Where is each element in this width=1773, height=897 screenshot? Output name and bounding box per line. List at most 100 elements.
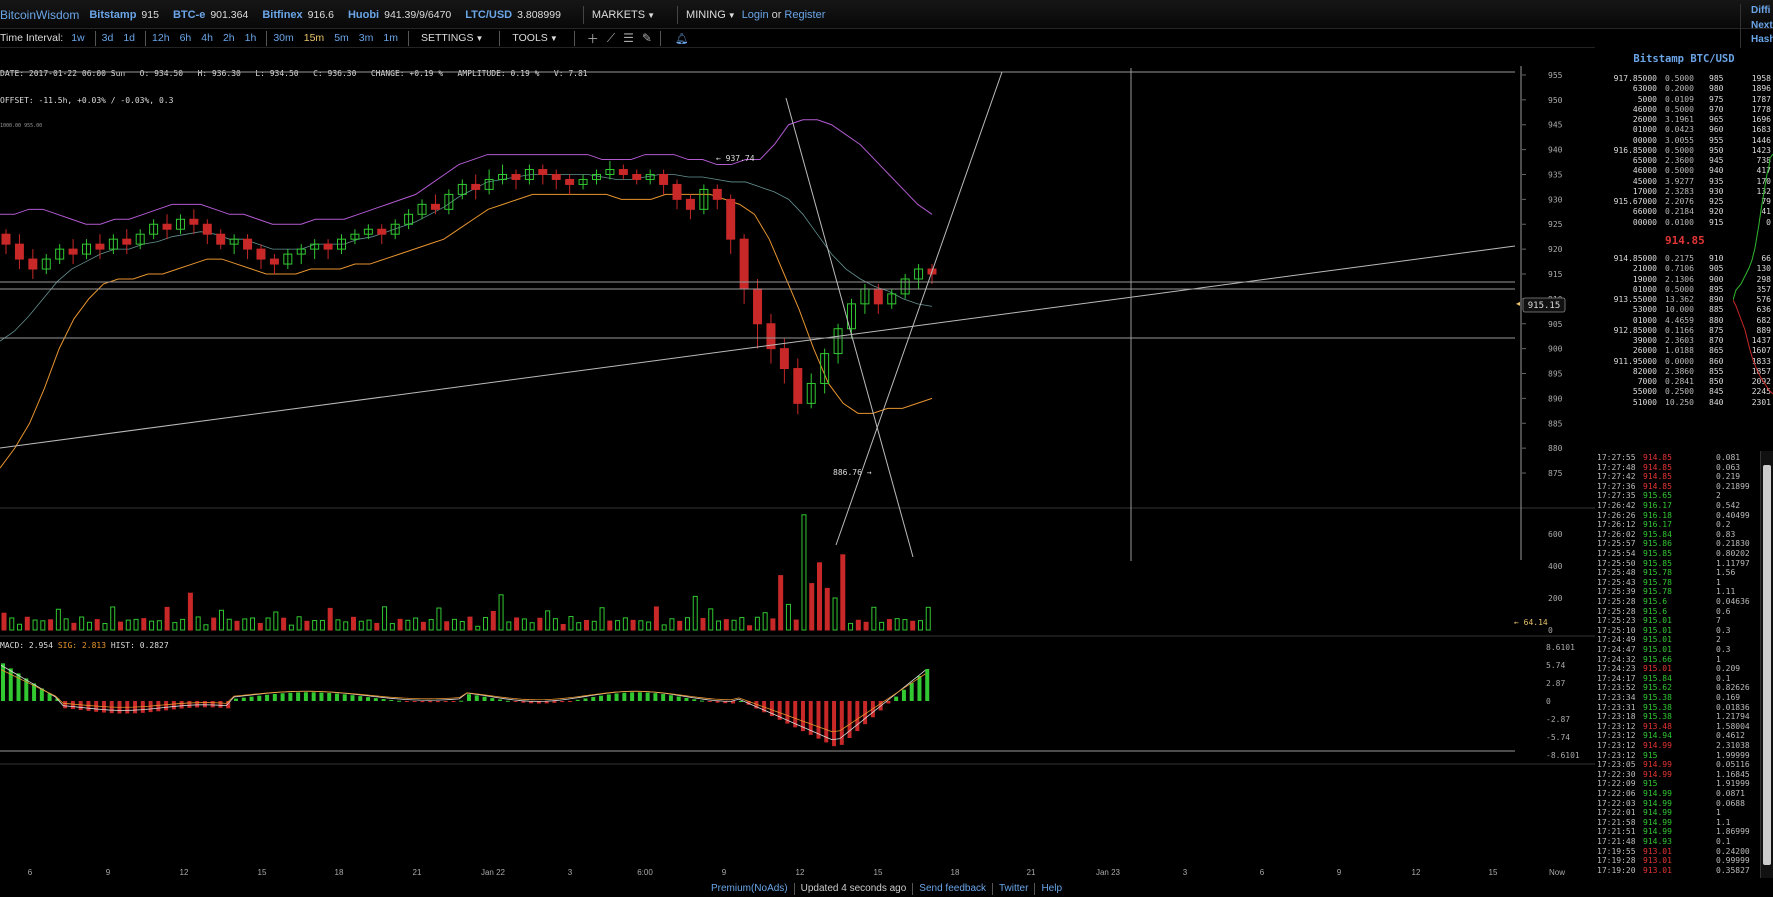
interval-2h[interactable]: 2h: [222, 32, 235, 44]
amount-cell: 0.5000: [1665, 104, 1694, 114]
trade-time: 17:25:10: [1597, 625, 1636, 635]
depth-price-cell: 980: [1709, 84, 1724, 94]
premium-link[interactable]: Premium(NoAds): [710, 883, 788, 894]
interval-1m[interactable]: 1m: [383, 32, 398, 44]
trade-amount: 0.0688: [1716, 798, 1745, 808]
register-link[interactable]: Register: [784, 9, 826, 21]
horizontal-lines-icon[interactable]: ☰: [623, 31, 634, 45]
volume-bar: [40, 620, 46, 631]
macd-histogram-bar: [707, 701, 712, 702]
trade-time: 17:19:28: [1597, 856, 1636, 866]
candle-body: [363, 228, 373, 235]
draw-line-icon[interactable]: ⟋: [606, 30, 616, 45]
exchange-ltcusd-link[interactable]: LTC/USD: [465, 9, 513, 21]
volume-bar: [319, 619, 325, 631]
interval-15m[interactable]: 15m: [303, 32, 325, 44]
trade-time: 17:24:23: [1597, 664, 1636, 674]
macd-histogram-bar: [39, 688, 44, 701]
volume-bar: [1, 612, 7, 631]
trend-line[interactable]: [0, 245, 1516, 449]
trade-amount: 1: [1716, 577, 1721, 587]
trend-line[interactable]: [835, 71, 1003, 546]
amount-cell: 0.2184: [1665, 207, 1694, 217]
amount-cell: 2.2076: [1665, 197, 1694, 206]
depth-price-cell: 940: [1709, 166, 1724, 176]
price-cell: 00000: [1632, 217, 1657, 227]
eraser-icon[interactable]: ✎: [641, 31, 652, 45]
price-cell: 915.67000: [1613, 197, 1657, 206]
price-cell: 917.85000: [1613, 74, 1657, 83]
crosshair-icon[interactable]: ＋: [586, 31, 599, 46]
macd-histogram-bar: [148, 701, 153, 713]
volume-bar: [514, 617, 520, 631]
trade-row: 17:24:49 915.01 2: [1597, 635, 1757, 645]
trade-amount: 0.24200: [1716, 846, 1750, 856]
interval-4h[interactable]: 4h: [201, 32, 213, 44]
amount-cell: 3.1961: [1665, 115, 1694, 124]
markets-menu[interactable]: MARKETS ▼: [592, 9, 655, 21]
depth-total-cell: 130: [1756, 264, 1771, 274]
trade-history-scrollbar[interactable]: [1760, 451, 1773, 878]
exchange-btce-link[interactable]: BTC-e: [172, 9, 206, 21]
interval-30m[interactable]: 30m: [273, 32, 294, 44]
exchange-bitfinex-link[interactable]: Bitfinex: [262, 9, 303, 21]
macd-histogram-bar: [661, 694, 666, 701]
price-chart[interactable]: 9559509459409359309259209159109059008958…: [0, 48, 1595, 880]
volume-bar: [855, 619, 861, 631]
trade-price: 915: [1643, 750, 1658, 760]
settings-menu[interactable]: SETTINGS ▼: [421, 32, 483, 44]
interval-5m[interactable]: 5m: [334, 32, 349, 44]
price-tick-label: 955: [1548, 71, 1563, 80]
trade-row: 17:25:43 915.78 1: [1597, 578, 1757, 588]
interval-12h[interactable]: 12h: [152, 32, 170, 44]
depth-total-cell: 0: [1766, 217, 1771, 227]
volume-bar: [917, 620, 923, 631]
difficulty-link[interactable]: Diffi: [1751, 5, 1771, 16]
trade-amount: 0.01836: [1716, 702, 1750, 712]
trade-time: 17:27:42: [1597, 472, 1636, 482]
candle-body: [28, 258, 38, 270]
send-feedback-link[interactable]: Send feedback: [919, 883, 986, 894]
scrollbar-thumb[interactable]: [1763, 465, 1771, 865]
help-link[interactable]: Help: [1041, 883, 1063, 894]
price-cell: 46000: [1632, 166, 1657, 176]
brand-logo[interactable]: BitcoinWisdom: [0, 8, 80, 22]
macd-histogram-bar: [832, 701, 837, 747]
interval-6h[interactable]: 6h: [179, 32, 192, 44]
trade-price: 915.01: [1643, 664, 1672, 674]
interval-3m[interactable]: 3m: [358, 32, 374, 44]
trade-row: 17:26:02 915.84 0.83: [1597, 530, 1757, 540]
current-price-arrow-icon: ◂: [1516, 299, 1520, 308]
exchange-huobi-link[interactable]: Huobi: [347, 9, 380, 21]
time-tick-label: 6:00: [637, 868, 653, 877]
bollinger-lower-line: [0, 193, 933, 469]
candle-body: [108, 238, 118, 250]
hashrate-link[interactable]: Hash: [1751, 34, 1773, 45]
trade-amount: 1.1: [1716, 817, 1731, 827]
macd-histogram-bar: [366, 697, 371, 701]
mining-menu[interactable]: MINING ▼: [686, 9, 736, 21]
trade-amount: 1.56: [1716, 568, 1736, 578]
amount-cell: 2.3600: [1665, 156, 1694, 165]
trade-time: 17:27:48: [1597, 462, 1636, 472]
trade-time: 17:24:47: [1597, 645, 1636, 654]
next-link[interactable]: Next: [1751, 19, 1773, 31]
trade-price: 915.01: [1643, 616, 1672, 626]
interval-1h[interactable]: 1h: [244, 32, 257, 44]
macd-histogram-bar: [226, 701, 231, 709]
ask-row: 917.85000 0.5000 985 1958: [1595, 74, 1773, 84]
trade-price: 915.78: [1643, 587, 1672, 597]
bell-icon[interactable]: 🔔︎: [674, 32, 689, 45]
twitter-link[interactable]: Twitter: [999, 883, 1029, 894]
interval-1w[interactable]: 1w: [71, 32, 85, 44]
exchange-bitstamp-link[interactable]: Bitstamp: [89, 9, 137, 21]
interval-1d[interactable]: 1d: [123, 32, 136, 44]
trend-line[interactable]: [785, 97, 914, 558]
login-link[interactable]: Login: [741, 9, 769, 21]
tools-menu[interactable]: TOOLS ▼: [512, 32, 557, 44]
interval-3d[interactable]: 3d: [101, 32, 114, 44]
depth-price-cell: 845: [1709, 387, 1724, 397]
trade-price: 915.85: [1643, 549, 1672, 558]
macd-histogram-bar: [599, 695, 604, 701]
trade-amount: 0.21830: [1716, 539, 1750, 549]
